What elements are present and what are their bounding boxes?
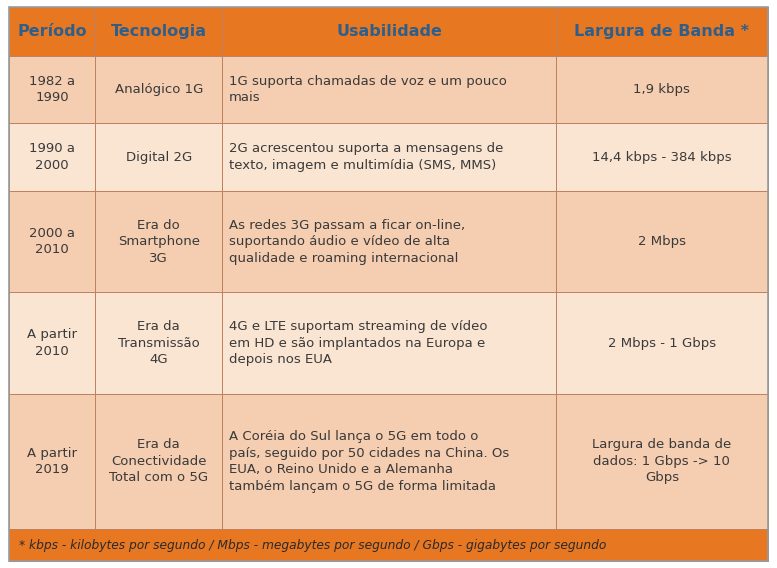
Text: Período: Período <box>17 24 87 39</box>
Text: 2000 a
2010: 2000 a 2010 <box>30 227 75 256</box>
Text: A partir
2019: A partir 2019 <box>27 446 77 476</box>
Text: Largura de banda de
dados: 1 Gbps -> 10
Gbps: Largura de banda de dados: 1 Gbps -> 10 … <box>592 438 731 485</box>
FancyBboxPatch shape <box>9 529 768 561</box>
Text: * kbps - kilobytes por segundo / Mbps - megabytes por segundo / Gbps - gigabytes: * kbps - kilobytes por segundo / Mbps - … <box>19 538 606 552</box>
FancyBboxPatch shape <box>556 394 768 529</box>
Text: 2 Mbps - 1 Gbps: 2 Mbps - 1 Gbps <box>608 337 716 349</box>
FancyBboxPatch shape <box>9 7 95 56</box>
FancyBboxPatch shape <box>222 7 556 56</box>
FancyBboxPatch shape <box>556 7 768 56</box>
Text: 2 Mbps: 2 Mbps <box>638 235 686 248</box>
Text: Era da
Transmissão
4G: Era da Transmissão 4G <box>118 320 200 366</box>
FancyBboxPatch shape <box>222 293 556 394</box>
FancyBboxPatch shape <box>9 123 95 191</box>
FancyBboxPatch shape <box>556 191 768 293</box>
FancyBboxPatch shape <box>9 394 95 529</box>
FancyBboxPatch shape <box>556 123 768 191</box>
FancyBboxPatch shape <box>222 394 556 529</box>
Text: As redes 3G passam a ficar on-line,
suportando áudio e vídeo de alta
qualidade e: As redes 3G passam a ficar on-line, supo… <box>228 219 465 265</box>
FancyBboxPatch shape <box>9 56 95 123</box>
Text: 14,4 kbps - 384 kbps: 14,4 kbps - 384 kbps <box>592 151 732 164</box>
Text: Era do
Smartphone
3G: Era do Smartphone 3G <box>118 219 200 265</box>
FancyBboxPatch shape <box>95 191 222 293</box>
Text: 1,9 kbps: 1,9 kbps <box>633 83 690 96</box>
FancyBboxPatch shape <box>222 123 556 191</box>
Text: Largura de Banda *: Largura de Banda * <box>574 24 749 39</box>
Text: Digital 2G: Digital 2G <box>126 151 192 164</box>
Text: Tecnologia: Tecnologia <box>110 24 207 39</box>
FancyBboxPatch shape <box>556 56 768 123</box>
Text: 4G e LTE suportam streaming de vídeo
em HD e são implantados na Europa e
depois : 4G e LTE suportam streaming de vídeo em … <box>228 320 487 366</box>
Text: 1G suporta chamadas de voz e um pouco
mais: 1G suporta chamadas de voz e um pouco ma… <box>228 74 507 104</box>
Text: Analógico 1G: Analógico 1G <box>114 83 203 96</box>
FancyBboxPatch shape <box>95 394 222 529</box>
FancyBboxPatch shape <box>222 56 556 123</box>
FancyBboxPatch shape <box>95 123 222 191</box>
Text: A Coréia do Sul lança o 5G em todo o
país, seguido por 50 cidades na China. Os
E: A Coréia do Sul lança o 5G em todo o paí… <box>228 430 509 492</box>
FancyBboxPatch shape <box>95 56 222 123</box>
FancyBboxPatch shape <box>95 7 222 56</box>
FancyBboxPatch shape <box>222 191 556 293</box>
Text: Usabilidade: Usabilidade <box>336 24 442 39</box>
FancyBboxPatch shape <box>556 293 768 394</box>
Text: 2G acrescentou suporta a mensagens de
texto, imagem e multimídia (SMS, MMS): 2G acrescentou suporta a mensagens de te… <box>228 143 503 172</box>
Text: 1990 a
2000: 1990 a 2000 <box>30 143 75 172</box>
Text: A partir
2010: A partir 2010 <box>27 328 77 358</box>
FancyBboxPatch shape <box>95 293 222 394</box>
Text: Era da
Conectividade
Total com o 5G: Era da Conectividade Total com o 5G <box>109 438 208 485</box>
Text: 1982 a
1990: 1982 a 1990 <box>29 74 75 104</box>
FancyBboxPatch shape <box>9 191 95 293</box>
FancyBboxPatch shape <box>9 293 95 394</box>
